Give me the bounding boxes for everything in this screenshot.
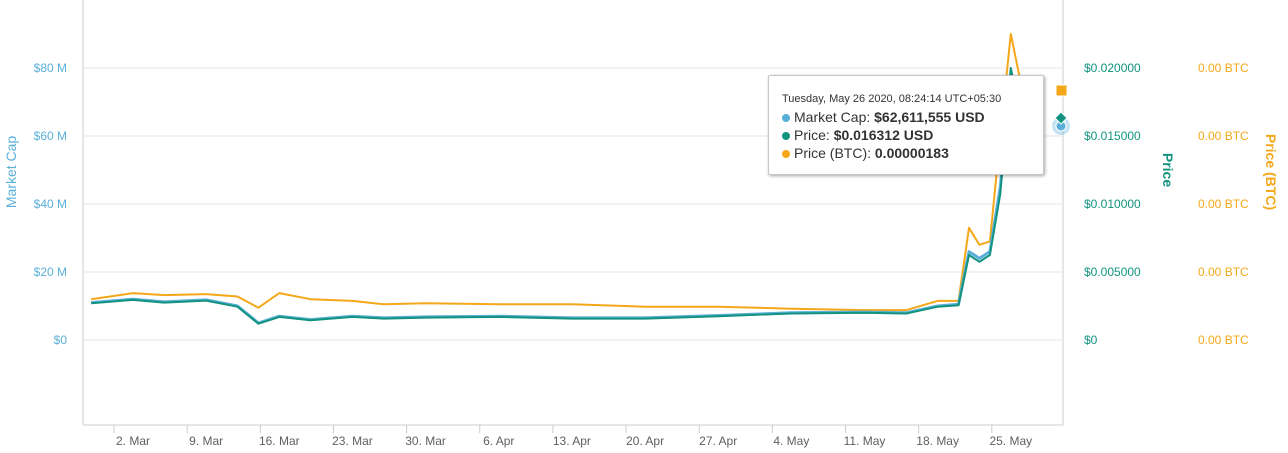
- y-tick-label-left: $40 M: [34, 197, 67, 211]
- hover-marker-price: [1054, 111, 1068, 125]
- y-axis-title-price-btc: Price (BTC): [1263, 134, 1279, 210]
- x-tick-label: 4. May: [773, 434, 809, 448]
- y-tick-label-price: $0.020000: [1084, 61, 1141, 75]
- market-cap-dot-icon: [782, 114, 790, 122]
- y-tick-label-price: $0.015000: [1084, 129, 1141, 143]
- tooltip-value: $0.016312 USD: [833, 127, 934, 143]
- x-tick-label: 13. Apr: [553, 434, 591, 448]
- y-tick-label-btc: 0.00 BTC: [1198, 265, 1249, 279]
- series-line-price: [91, 67, 1033, 325]
- x-tick-label: 25. May: [989, 434, 1032, 448]
- y-tick-label-btc: 0.00 BTC: [1198, 129, 1249, 143]
- y-tick-label-btc: 0.00 BTC: [1198, 333, 1249, 347]
- x-tick-label: 2. Mar: [116, 434, 150, 448]
- y-tick-label-left: $60 M: [34, 129, 67, 143]
- y-tick-label-left: $20 M: [34, 265, 67, 279]
- x-tick-label: 27. Apr: [699, 434, 737, 448]
- x-tick-label: 6. Apr: [483, 434, 514, 448]
- y-axis-title-price: Price: [1160, 153, 1176, 187]
- x-tick-label: 23. Mar: [332, 434, 373, 448]
- price-dot-icon: [782, 132, 790, 140]
- y-tick-label-price: $0: [1084, 333, 1098, 347]
- y-tick-label-left: $80 M: [34, 61, 67, 75]
- tooltip-value: 0.00000183: [874, 145, 949, 161]
- tooltip-row-market-cap: Market Cap: $62,611,555 USD: [782, 108, 1033, 126]
- chart-tooltip: Tuesday, May 26 2020, 08:24:14 UTC+05:30…: [768, 75, 1044, 175]
- x-tick-label: 20. Apr: [626, 434, 664, 448]
- x-tick-label: 18. May: [916, 434, 959, 448]
- x-tick-label: 11. May: [844, 434, 886, 448]
- y-axis-title-market-cap: Market Cap: [3, 136, 19, 209]
- tooltip-label: Price (BTC):: [794, 145, 871, 161]
- x-tick-label: 9. Mar: [189, 434, 223, 448]
- series-line-price-btc: [91, 33, 1033, 312]
- tooltip-row-price: Price: $0.016312 USD: [782, 126, 1033, 144]
- y-tick-label-price: $0.010000: [1084, 197, 1141, 211]
- x-tick-label: 30. Mar: [405, 434, 446, 448]
- y-tick-label-price: $0.005000: [1084, 265, 1141, 279]
- x-tick-label: 16. Mar: [259, 434, 300, 448]
- y-tick-label-btc: 0.00 BTC: [1198, 197, 1249, 211]
- y-tick-label-left: $0: [54, 333, 68, 347]
- tooltip-label: Price:: [794, 127, 830, 143]
- tooltip-row-price-btc: Price (BTC): 0.00000183: [782, 144, 1033, 162]
- tooltip-label: Market Cap:: [794, 109, 871, 125]
- y-tick-label-btc: 0.00 BTC: [1198, 61, 1249, 75]
- price-btc-dot-icon: [782, 150, 790, 158]
- tooltip-timestamp: Tuesday, May 26 2020, 08:24:14 UTC+05:30: [782, 93, 1002, 105]
- hover-marker-price-btc: [1055, 84, 1068, 97]
- tooltip-value: $62,611,555 USD: [874, 109, 985, 125]
